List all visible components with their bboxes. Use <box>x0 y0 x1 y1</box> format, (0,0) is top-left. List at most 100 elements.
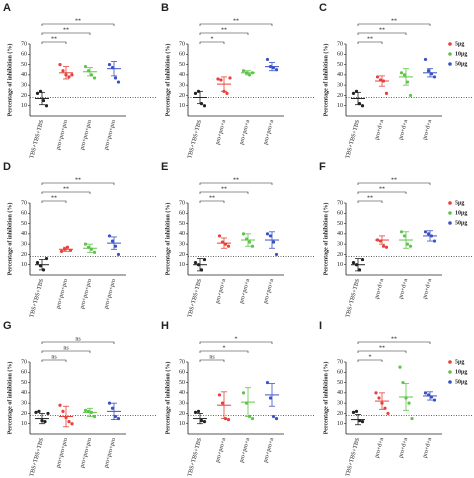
x-tick-label: pro+pro+pro <box>80 278 94 309</box>
x-tick-label: pro+pro+a <box>239 437 251 463</box>
data-point <box>247 240 252 244</box>
y-tick-label: 10 <box>21 262 27 268</box>
x-tick-label: pro+pro+a <box>215 119 227 145</box>
significance-label: ** <box>367 195 373 201</box>
y-tick-label: 30 <box>337 401 343 407</box>
data-point <box>360 420 365 424</box>
y-axis-label: Percentage of inhibition (%) <box>322 203 329 276</box>
y-tick-label: 60 <box>337 52 343 58</box>
x-tick-label: pro+d+a <box>422 437 433 459</box>
x-tick-label: pro+pro+pro <box>80 437 94 468</box>
y-tick-label: 40 <box>179 72 185 78</box>
data-point <box>351 91 356 95</box>
x-tick-label: pro+pro+a <box>239 119 251 145</box>
y-tick-label: 70 <box>179 200 185 206</box>
data-point <box>241 391 246 395</box>
x-tick-label: pro+d+a <box>398 437 409 459</box>
significance-label: ** <box>75 177 81 183</box>
data-point <box>268 234 273 238</box>
significance-bracket <box>199 200 225 203</box>
significance-label: ns <box>75 336 81 342</box>
legend-label: 50μg <box>455 220 467 226</box>
significance-bracket <box>41 341 115 344</box>
data-point <box>274 416 279 421</box>
y-tick-label: 50 <box>21 221 27 227</box>
data-point <box>92 414 97 419</box>
significance-label: ns <box>51 354 57 360</box>
data-point <box>202 257 207 262</box>
x-tick-label: TBS+TBS+TBS <box>29 278 45 318</box>
data-point <box>61 409 65 413</box>
x-tick-label: pro+pro+pro <box>80 119 94 150</box>
significance-bracket <box>357 41 383 44</box>
x-tick-label: pro+pro+a <box>215 278 227 304</box>
data-point <box>399 71 404 75</box>
y-tick-label: 50 <box>337 62 343 68</box>
significance-label: ** <box>379 186 385 192</box>
data-point <box>67 420 71 424</box>
data-point <box>241 232 246 236</box>
y-tick-label: 50 <box>179 221 185 227</box>
y-tick-label: 70 <box>337 359 343 365</box>
data-point <box>268 396 273 400</box>
data-point <box>107 234 112 238</box>
significance-bracket <box>41 350 91 353</box>
significance-label: ** <box>63 186 69 192</box>
significance-label: ** <box>51 36 57 42</box>
y-tick-label: 20 <box>21 411 27 417</box>
data-point <box>374 391 378 395</box>
legend-swatch <box>448 221 452 225</box>
significance-bracket <box>199 350 249 353</box>
data-point <box>196 409 201 413</box>
y-tick-label: 50 <box>337 221 343 227</box>
data-point <box>432 398 437 402</box>
significance-bracket <box>199 23 273 26</box>
data-point <box>92 76 97 80</box>
y-tick-label: 50 <box>179 380 185 386</box>
y-tick-label: 60 <box>21 370 27 376</box>
y-tick-label: 70 <box>21 200 27 206</box>
x-tick-label: TBS+TBS+TBS <box>29 119 45 159</box>
y-tick-label: 40 <box>179 390 185 396</box>
y-tick-label: 60 <box>21 211 27 217</box>
data-point <box>58 403 62 407</box>
data-point <box>116 80 121 84</box>
y-tick-label: 10 <box>21 421 27 427</box>
x-tick-label: pro+d+a <box>422 278 433 300</box>
y-tick-label: 40 <box>337 72 343 78</box>
data-point <box>107 401 112 405</box>
legend-swatch <box>448 370 452 374</box>
y-tick-label: 40 <box>21 390 27 396</box>
x-tick-label: pro+d+a <box>398 119 409 141</box>
data-point <box>44 104 49 108</box>
y-tick-label: 20 <box>179 252 185 258</box>
data-point <box>70 73 74 77</box>
data-point <box>423 230 428 234</box>
legend-swatch <box>448 201 452 205</box>
significance-label: ** <box>391 177 397 183</box>
data-point <box>432 239 437 243</box>
significance-bracket <box>41 23 115 26</box>
data-point <box>35 91 40 95</box>
y-tick-label: 70 <box>21 41 27 47</box>
data-point <box>35 261 40 265</box>
y-tick-label: 30 <box>21 83 27 89</box>
significance-label: ** <box>379 27 385 33</box>
significance-label: ns <box>209 354 215 360</box>
x-tick-label: pro+d+a <box>398 278 409 300</box>
significance-bracket <box>41 191 91 194</box>
data-point <box>193 410 198 414</box>
data-point <box>402 73 407 77</box>
y-axis-label: Percentage of inhibition (%) <box>322 44 329 117</box>
x-tick-label: pro+pro+pro <box>56 278 70 309</box>
y-tick-label: 70 <box>21 359 27 365</box>
data-point <box>110 406 115 410</box>
data-point <box>228 76 232 80</box>
y-tick-label: 10 <box>337 103 343 109</box>
x-tick-label: TBS+TBS+TBS <box>187 119 203 159</box>
y-axis-label: Percentage of inhibition (%) <box>322 362 329 435</box>
significance-bracket <box>199 41 225 44</box>
data-point <box>202 420 207 424</box>
y-tick-label: 20 <box>21 93 27 99</box>
x-tick-label: pro+pro+pro <box>56 119 70 150</box>
